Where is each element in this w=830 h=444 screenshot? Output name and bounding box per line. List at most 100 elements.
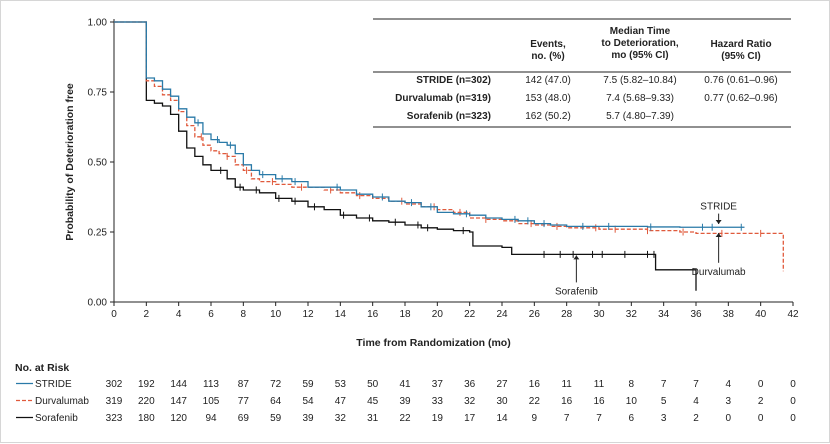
x-tick-label: 16: [367, 309, 379, 320]
risk-count: 39: [302, 413, 314, 424]
risk-count: 4: [693, 396, 699, 407]
legend-cell: 0.77 (0.62–0.96): [704, 93, 777, 104]
x-tick-label: 24: [496, 309, 508, 320]
annotation-sorafenib: Sorafenib: [555, 286, 598, 297]
risk-count: 0: [726, 413, 732, 424]
risk-count: 220: [138, 396, 155, 407]
risk-count: 2: [758, 396, 764, 407]
risk-count: 37: [432, 379, 444, 390]
risk-count: 54: [302, 396, 314, 407]
risk-count: 87: [238, 379, 250, 390]
legend-header-line: Hazard Ratio: [710, 39, 771, 50]
risk-count: 11: [561, 379, 572, 390]
risk-count: 9: [532, 413, 538, 424]
legend-cell: 7.5 (5.82–10.84): [603, 75, 676, 86]
y-tick-label: 0.25: [88, 228, 108, 239]
legend-header-line: no. (%): [531, 51, 564, 62]
legend-cell: 142 (47.0): [525, 75, 571, 86]
risk-count: 0: [790, 379, 796, 390]
legend-row-label: STRIDE (n=302): [416, 75, 491, 86]
risk-count: 113: [203, 379, 219, 390]
risk-count: 2: [693, 413, 699, 424]
x-tick-label: 4: [176, 309, 182, 320]
risk-count: 4: [726, 379, 732, 390]
risk-count: 30: [496, 396, 508, 407]
risk-row-label: Sorafenib: [35, 413, 78, 424]
legend-header-line: to Deterioration,: [601, 38, 678, 49]
risk-count: 0: [758, 413, 764, 424]
axes: 0 2 4 6 8 10 12 14 16 18 20 22 24 26 28 30 32 34 36 38 40 420…: [64, 18, 799, 350]
y-tick-label: 0.75: [88, 88, 108, 99]
curve-annotations: STRIDE Durvalumab Sorafenib: [555, 202, 746, 298]
risk-count: 59: [270, 413, 282, 424]
legend-header-line: (95% CI): [721, 51, 760, 62]
risk-count: 50: [367, 379, 379, 390]
risk-count: 7: [564, 413, 570, 424]
curve-stride: [114, 21, 745, 228]
x-tick-label: 20: [432, 309, 444, 320]
annotation-arrow-head: [573, 255, 580, 260]
legend-cell: 162 (50.2): [525, 111, 571, 122]
risk-count: 41: [399, 379, 411, 390]
legend-header-line: Events,: [530, 39, 566, 50]
risk-count: 47: [335, 396, 347, 407]
x-tick-label: 14: [335, 309, 347, 320]
legend-header-3: Hazard Ratio (95% CI): [710, 39, 771, 62]
risk-count: 53: [335, 379, 347, 390]
risk-count: 3: [726, 396, 732, 407]
risk-count: 0: [758, 379, 764, 390]
x-tick-label: 6: [208, 309, 214, 320]
x-tick-label: 8: [241, 309, 247, 320]
survival-curves: [114, 21, 784, 291]
risk-count: 19: [432, 413, 444, 424]
risk-table-title: No. at Risk: [15, 362, 69, 374]
curve-sorafenib: [114, 21, 697, 291]
legend-table: Events, no. (%) Median Time to Deterioratio…: [373, 18, 791, 128]
x-tick-label: 10: [270, 309, 282, 320]
risk-count: 39: [399, 396, 411, 407]
x-tick-label: 32: [626, 309, 638, 320]
risk-count: 0: [790, 413, 796, 424]
risk-count: 72: [270, 379, 282, 390]
risk-count: 32: [335, 413, 347, 424]
risk-count: 11: [594, 379, 605, 390]
risk-count: 17: [464, 413, 476, 424]
risk-count: 323: [106, 413, 123, 424]
risk-count: 7: [693, 379, 699, 390]
risk-count: 45: [367, 396, 379, 407]
risk-count: 10: [626, 396, 638, 407]
x-tick-label: 42: [787, 309, 799, 320]
legend-header-line: Median Time: [610, 26, 671, 37]
risk-count: 16: [593, 396, 605, 407]
risk-count: 8: [629, 379, 635, 390]
annotation-durvalumab: Durvalumab: [692, 267, 746, 278]
legend-background: [373, 19, 791, 127]
risk-count: 77: [238, 396, 250, 407]
risk-count: 147: [170, 396, 187, 407]
legend-cell: 7.4 (5.68–9.33): [606, 93, 674, 104]
risk-count: 16: [529, 379, 541, 390]
legend-header-line: mo (95% CI): [611, 50, 668, 61]
risk-count: 319: [106, 396, 123, 407]
x-axis-title: Time from Randomization (mo): [356, 337, 510, 349]
annotation-arrow-head: [715, 233, 722, 237]
risk-count: 5: [661, 396, 667, 407]
risk-count: 36: [464, 379, 476, 390]
annotation-stride: STRIDE: [700, 202, 737, 213]
risk-count: 14: [496, 413, 508, 424]
x-tick-label: 40: [755, 309, 767, 320]
risk-count: 7: [596, 413, 602, 424]
risk-count: 180: [138, 413, 155, 424]
annotation-arrow-head: [715, 220, 722, 224]
legend-row-label: Sorafenib (n=323): [407, 111, 491, 122]
legend-cell: 153 (48.0): [525, 93, 571, 104]
risk-count: 22: [399, 413, 411, 424]
risk-count: 94: [205, 413, 217, 424]
x-tick-label: 2: [144, 309, 150, 320]
risk-count: 31: [367, 413, 379, 424]
risk-count: 6: [629, 413, 635, 424]
x-tick-label: 34: [658, 309, 670, 320]
x-tick-label: 28: [561, 309, 573, 320]
